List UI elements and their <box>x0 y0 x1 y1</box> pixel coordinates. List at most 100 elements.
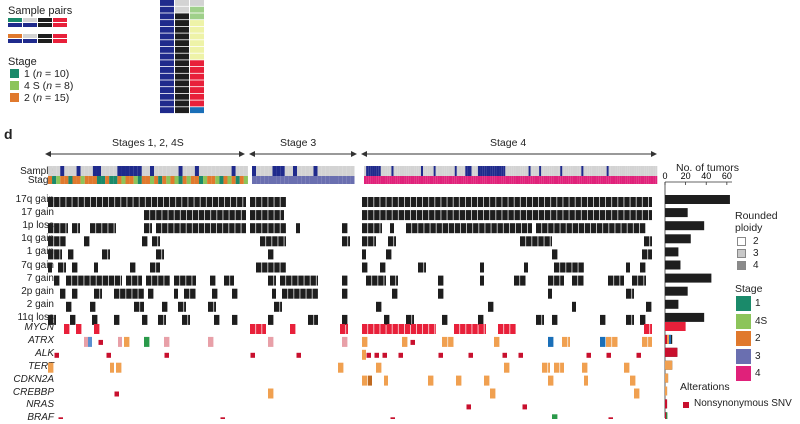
cna-cell <box>66 276 71 286</box>
cna-cell <box>429 210 434 220</box>
cna-cell <box>268 210 273 220</box>
sample-cell <box>474 166 476 176</box>
gene-cell <box>384 376 388 386</box>
cna-cell <box>484 197 489 207</box>
gene-cell <box>64 324 69 334</box>
cna-cell <box>399 210 404 220</box>
sample-cell <box>121 166 125 176</box>
stage-cell <box>150 176 154 184</box>
stage-label-suffix: = 8) <box>52 80 73 92</box>
stage-cell <box>588 176 590 184</box>
stage-cell <box>48 176 52 184</box>
stage-cell <box>396 176 398 184</box>
gene-cell <box>562 337 567 347</box>
cna-cell <box>342 223 347 233</box>
sample-cell <box>375 166 377 176</box>
gene-cell <box>116 363 121 373</box>
cna-cell <box>423 210 428 220</box>
gene-cell <box>510 324 515 334</box>
gene-cell <box>552 414 557 419</box>
gene-cell <box>374 324 379 334</box>
cna-cell <box>91 197 96 207</box>
gene-cell <box>478 324 483 334</box>
stage-label: 3 <box>755 351 761 363</box>
cna-cell <box>612 197 617 207</box>
sample-cell <box>526 166 528 176</box>
stage-cell <box>377 176 379 184</box>
cna-cell <box>442 315 447 325</box>
cna-cell <box>478 315 483 325</box>
sample-cell <box>442 166 444 176</box>
stage-cell <box>146 176 150 184</box>
cna-cell <box>591 223 596 233</box>
stage-cell <box>162 176 166 184</box>
sample-cell <box>556 166 558 176</box>
cna-cell <box>132 276 137 286</box>
cna-cell <box>515 210 520 220</box>
cna-cell <box>150 223 152 233</box>
cna-cell <box>566 263 571 273</box>
cna-cell <box>180 223 185 233</box>
cna-cell <box>630 197 635 207</box>
cna-cell <box>576 197 581 207</box>
bar-axis-tick-label: 40 <box>701 172 711 181</box>
cna-cell <box>213 197 218 207</box>
cna-cell <box>362 263 367 273</box>
cna-cell <box>484 210 489 220</box>
stage-cell <box>126 176 130 184</box>
stage-cell <box>590 176 592 184</box>
stage-cell <box>459 176 461 184</box>
sample-cell <box>569 166 571 176</box>
cna-cell <box>48 315 53 325</box>
sample-cell <box>56 166 60 176</box>
sample-cell <box>453 166 455 176</box>
sample-cell <box>588 166 590 176</box>
cna-cell <box>114 315 119 325</box>
sample-cell <box>596 166 598 176</box>
gene-cell <box>399 353 404 358</box>
sample-cell <box>524 166 526 176</box>
cna-cell <box>120 289 125 299</box>
stage-cell <box>463 176 465 184</box>
cna-cell <box>510 223 515 233</box>
stage-cell <box>520 176 522 184</box>
cna-cell <box>524 263 528 273</box>
sample-cell <box>560 166 562 176</box>
sample-cell <box>277 166 281 176</box>
stage-cell <box>602 176 604 184</box>
ploidy-label: 3 <box>753 248 759 260</box>
gene-cell <box>634 389 639 399</box>
gene-cell <box>650 324 652 334</box>
cna-cell <box>637 197 642 207</box>
sample-cell <box>465 166 467 176</box>
cna-cell <box>632 276 637 286</box>
stage-cell <box>634 176 636 184</box>
cna-cell <box>150 263 155 273</box>
cna-cell <box>146 197 151 207</box>
cna-cell <box>210 276 215 286</box>
sample-cell <box>252 166 256 176</box>
sample-cell <box>486 166 488 176</box>
sample-cell <box>203 166 207 176</box>
sample-cell <box>461 166 463 176</box>
sample-cell <box>638 166 640 176</box>
stage-cell <box>166 176 170 184</box>
cna-cell <box>193 223 198 233</box>
sample-cell <box>158 166 162 176</box>
cna-cell <box>241 223 246 233</box>
cna-cell <box>466 197 471 207</box>
mini-cell <box>175 40 189 46</box>
cna-cell <box>438 276 443 286</box>
cna-cell <box>563 210 568 220</box>
cna-cell <box>600 210 605 220</box>
stage-cell <box>516 176 518 184</box>
stage-cell <box>364 176 366 184</box>
gene-cell <box>442 337 447 347</box>
mini-cell <box>160 20 174 26</box>
sample-cell <box>396 166 398 176</box>
cna-cell <box>488 302 493 312</box>
stage-cell <box>223 176 227 184</box>
stage-cell <box>539 176 541 184</box>
mini-cell <box>175 87 189 93</box>
ploidy-swatch <box>737 249 746 258</box>
